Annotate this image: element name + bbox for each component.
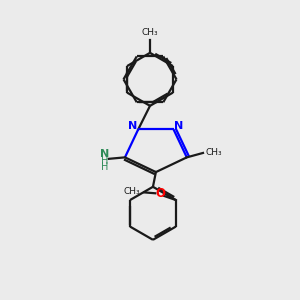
Text: CH₃: CH₃ [142,28,158,37]
Text: N: N [128,121,137,130]
Text: CH₃: CH₃ [206,148,223,157]
Text: O: O [155,187,165,200]
Text: H: H [101,162,109,172]
Text: H: H [101,157,109,166]
Text: N: N [174,121,184,130]
Text: CH₃: CH₃ [123,187,140,196]
Text: N: N [100,149,110,159]
